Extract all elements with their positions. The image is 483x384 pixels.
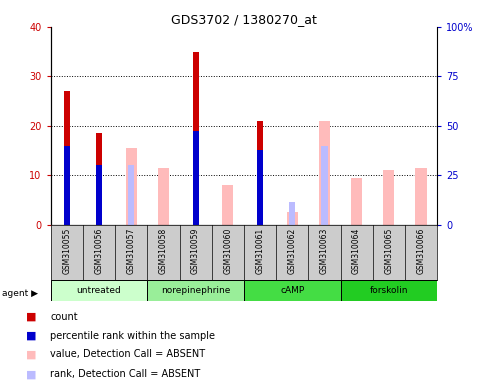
Bar xyxy=(286,212,298,225)
Bar xyxy=(257,151,263,225)
Text: ■: ■ xyxy=(26,349,37,359)
Text: GSM310064: GSM310064 xyxy=(352,227,361,274)
Text: GSM310058: GSM310058 xyxy=(159,227,168,274)
Bar xyxy=(126,148,137,225)
Text: GSM310065: GSM310065 xyxy=(384,227,393,274)
Text: GSM310055: GSM310055 xyxy=(62,227,71,274)
Bar xyxy=(193,51,199,225)
Bar xyxy=(96,166,102,225)
Text: GSM310063: GSM310063 xyxy=(320,227,329,274)
Bar xyxy=(383,170,395,225)
Bar xyxy=(128,166,134,225)
Text: percentile rank within the sample: percentile rank within the sample xyxy=(50,331,215,341)
Text: value, Detection Call = ABSENT: value, Detection Call = ABSENT xyxy=(50,349,206,359)
Bar xyxy=(415,168,426,225)
Text: cAMP: cAMP xyxy=(280,286,304,295)
Text: forskolin: forskolin xyxy=(369,286,408,295)
Text: ■: ■ xyxy=(26,312,37,322)
Text: ■: ■ xyxy=(26,331,37,341)
Text: GSM310062: GSM310062 xyxy=(288,227,297,274)
Text: norepinephrine: norepinephrine xyxy=(161,286,230,295)
Bar xyxy=(158,168,169,225)
Text: count: count xyxy=(50,312,78,322)
Text: untreated: untreated xyxy=(77,286,121,295)
Bar xyxy=(319,121,330,225)
Bar xyxy=(321,146,327,225)
Text: GSM310060: GSM310060 xyxy=(223,227,232,274)
Bar xyxy=(244,280,341,301)
Text: GSM310061: GSM310061 xyxy=(256,227,265,274)
Bar xyxy=(222,185,233,225)
Bar xyxy=(64,146,70,225)
Text: GSM310066: GSM310066 xyxy=(416,227,426,274)
Bar xyxy=(341,280,437,301)
Text: GSM310056: GSM310056 xyxy=(95,227,103,274)
Bar xyxy=(51,280,147,301)
Bar xyxy=(96,133,102,225)
Bar xyxy=(193,131,199,225)
Text: agent ▶: agent ▶ xyxy=(2,289,39,298)
Text: rank, Detection Call = ABSENT: rank, Detection Call = ABSENT xyxy=(50,369,200,379)
Bar xyxy=(257,121,263,225)
Text: ■: ■ xyxy=(26,369,37,379)
Bar xyxy=(351,178,362,225)
Bar xyxy=(147,280,244,301)
Bar xyxy=(64,91,70,225)
Text: GSM310059: GSM310059 xyxy=(191,227,200,274)
Text: GSM310057: GSM310057 xyxy=(127,227,136,274)
Bar xyxy=(289,202,295,225)
Title: GDS3702 / 1380270_at: GDS3702 / 1380270_at xyxy=(171,13,317,26)
